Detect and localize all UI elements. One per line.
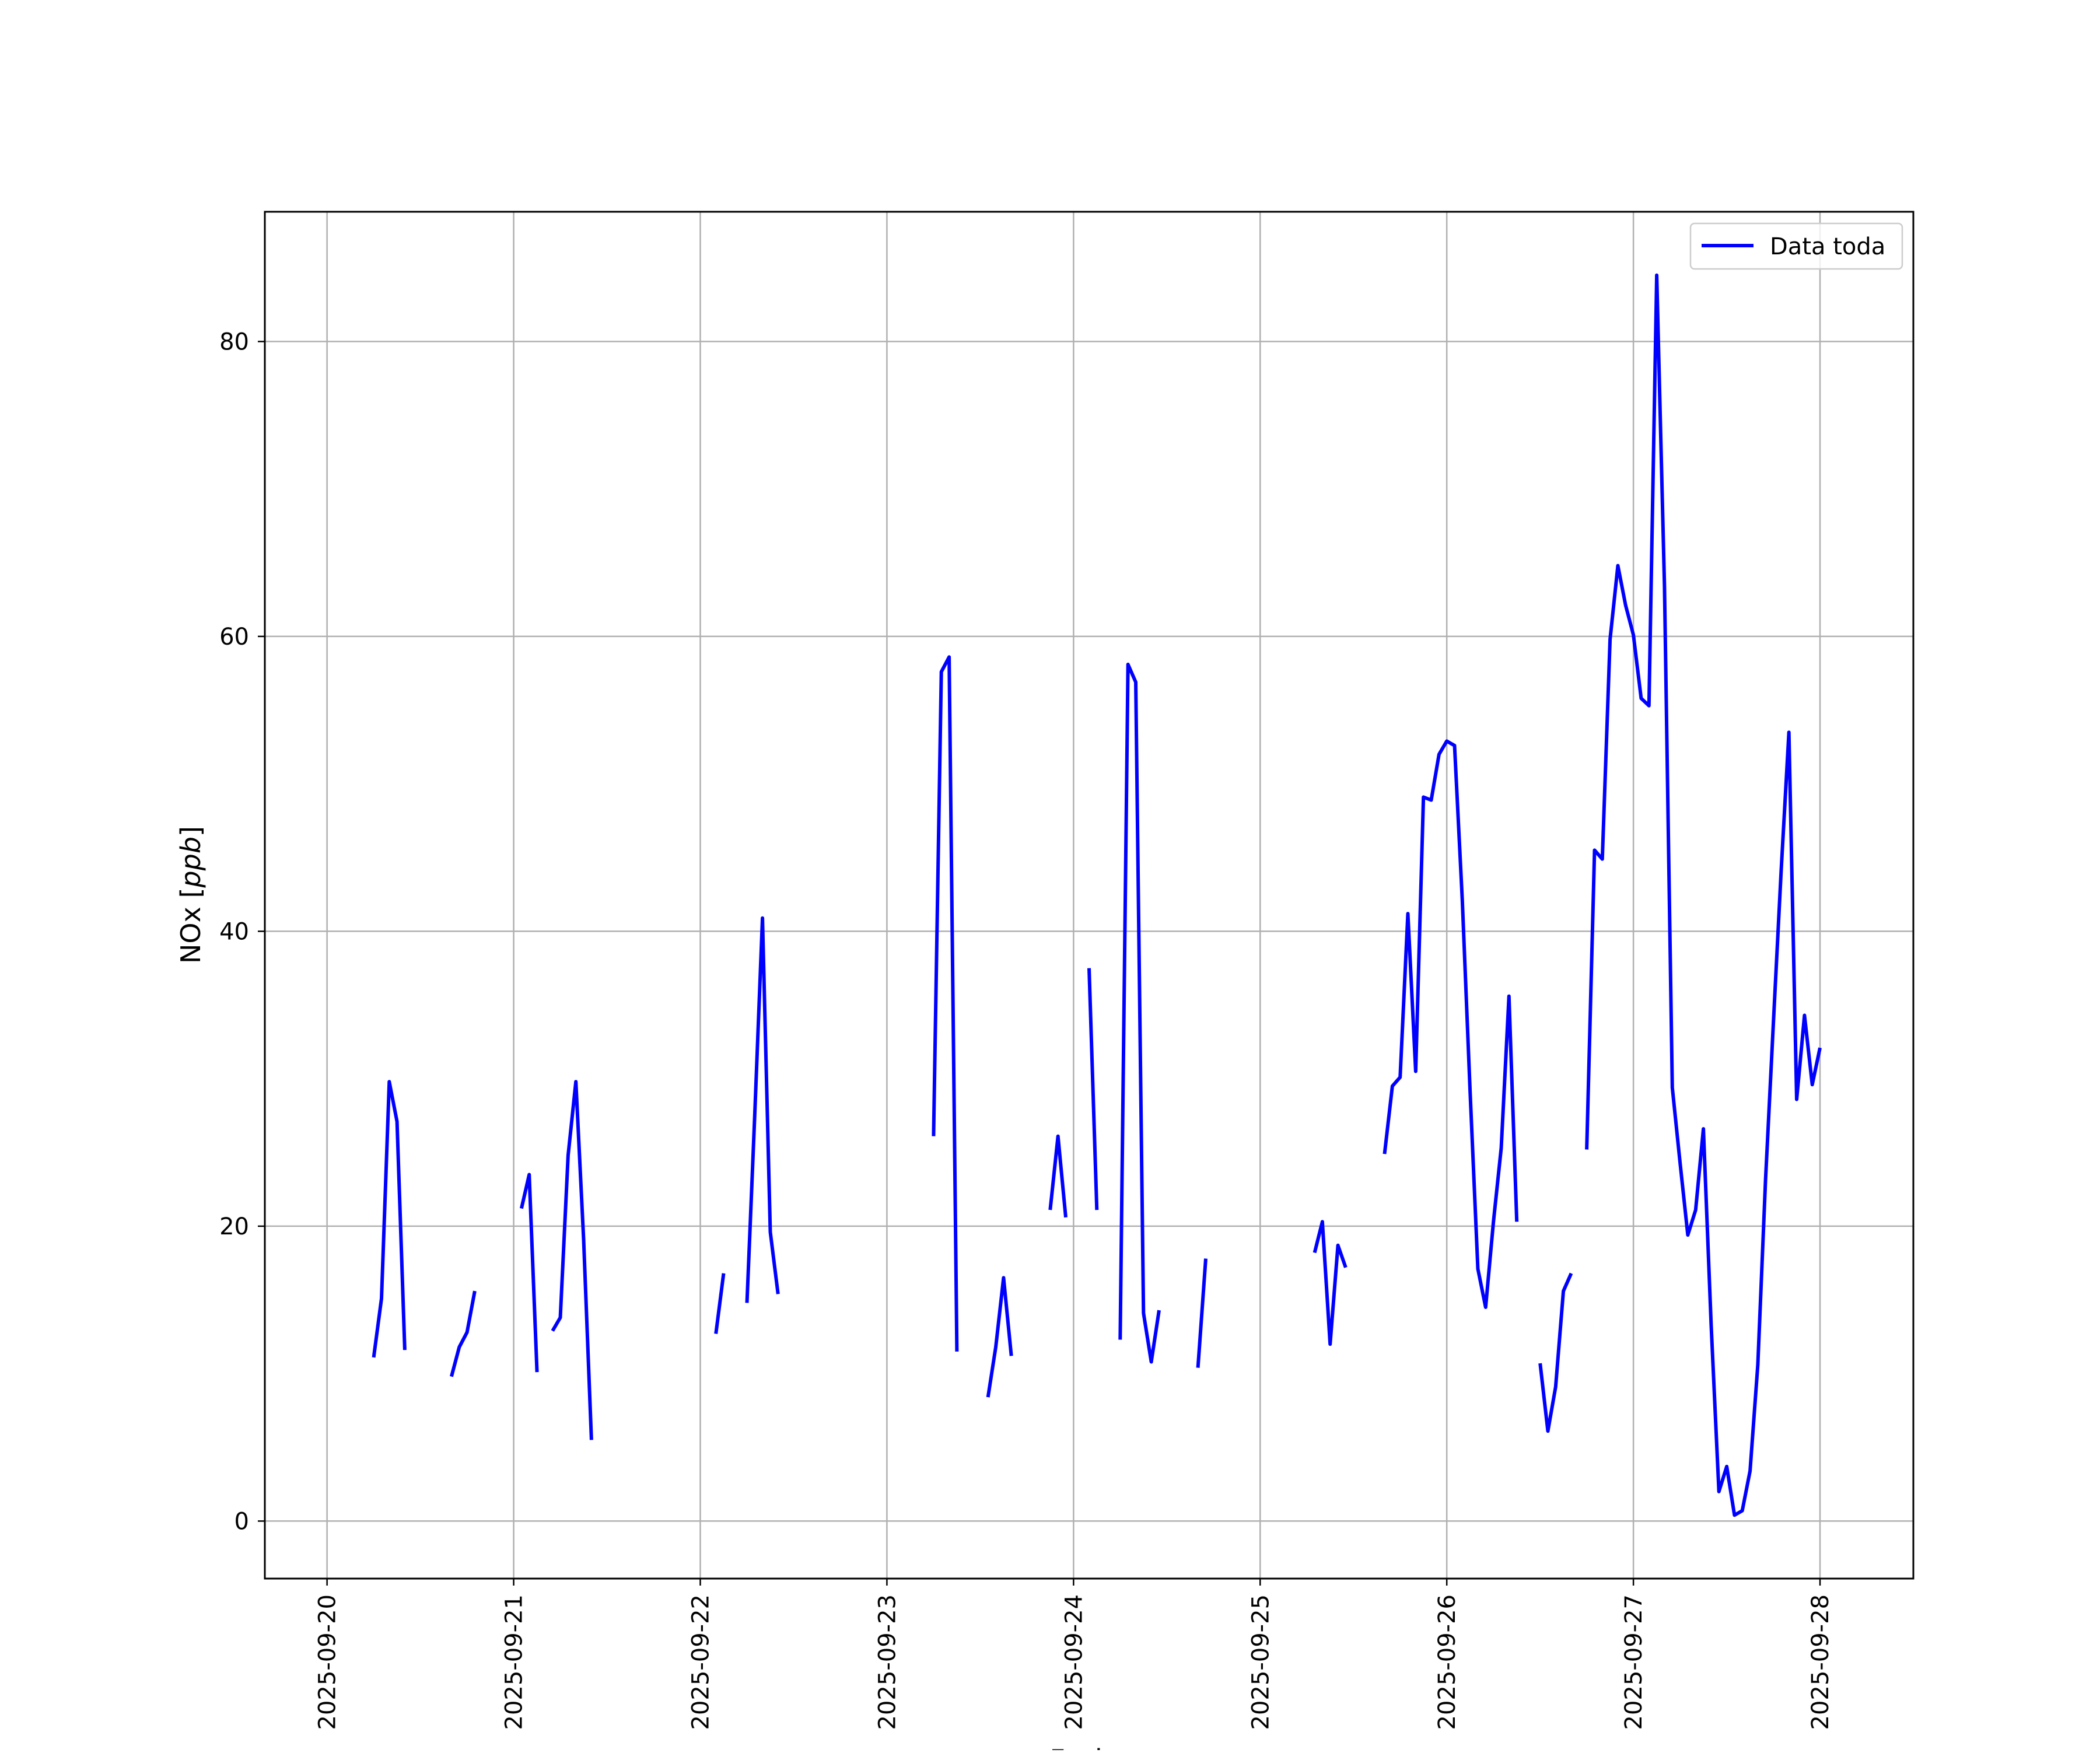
series-line-segment xyxy=(1312,1220,1348,1346)
y-tick-label: 20 xyxy=(219,1213,249,1240)
x-tick-label: 2025-09-20 xyxy=(314,1594,341,1730)
y-axis-label-unit: ppb xyxy=(175,837,206,888)
plot-frame xyxy=(264,211,1915,1580)
x-tick-label: 2025-09-23 xyxy=(874,1594,901,1730)
x-tick-label: 2025-09-27 xyxy=(1620,1594,1647,1730)
y-tick-label: 80 xyxy=(219,328,249,355)
series-line-segment xyxy=(1048,1134,1068,1218)
series-line-segment xyxy=(714,1273,726,1334)
y-tick-label: 60 xyxy=(219,624,249,650)
series-line-segment xyxy=(450,1290,477,1377)
legend: Data toda xyxy=(1689,222,1903,270)
series-line-segment xyxy=(745,916,780,1303)
y-axis-label-main: NOx [ xyxy=(175,888,206,964)
x-tick-label: 2025-09-24 xyxy=(1060,1594,1087,1730)
series-line-segment xyxy=(1538,1272,1573,1433)
y-tick-label: 40 xyxy=(219,918,249,945)
legend-label: Data toda xyxy=(1770,233,1885,260)
x-tick-label: 2025-09-25 xyxy=(1247,1594,1274,1730)
grid xyxy=(265,212,1913,1579)
series-layer xyxy=(372,273,1822,1517)
series-line-segment xyxy=(551,1080,593,1440)
legend-box xyxy=(1689,222,1903,270)
series-line-segment xyxy=(1087,968,1099,1210)
series-line-segment xyxy=(986,1276,1013,1398)
x-axis: 2025-09-20 2025-09-21 2025-09-22 2025-09-23… xyxy=(314,1579,1834,1730)
series-line-segment xyxy=(372,1080,407,1358)
series-line-segment xyxy=(519,1173,539,1373)
x-tick-label: 2025-09-26 xyxy=(1434,1594,1461,1730)
series-line-segment xyxy=(932,655,959,1352)
series-line-segment xyxy=(1196,1258,1208,1368)
y-axis-label: NOx [ppb] xyxy=(175,826,206,964)
x-tick-label: 2025-09-22 xyxy=(687,1594,714,1730)
series-line-segment xyxy=(1585,273,1822,1517)
y-axis: 0 20 40 60 80 xyxy=(219,328,265,1535)
y-axis-label-close: ] xyxy=(175,826,206,837)
series-line-segment xyxy=(1382,739,1519,1309)
y-tick-label: 0 xyxy=(235,1508,249,1535)
x-axis-label: Fecha xyxy=(1050,1744,1129,1750)
series-line-segment xyxy=(1118,662,1161,1364)
x-tick-label: 2025-09-28 xyxy=(1807,1594,1834,1730)
x-tick-label: 2025-09-21 xyxy=(501,1594,528,1730)
